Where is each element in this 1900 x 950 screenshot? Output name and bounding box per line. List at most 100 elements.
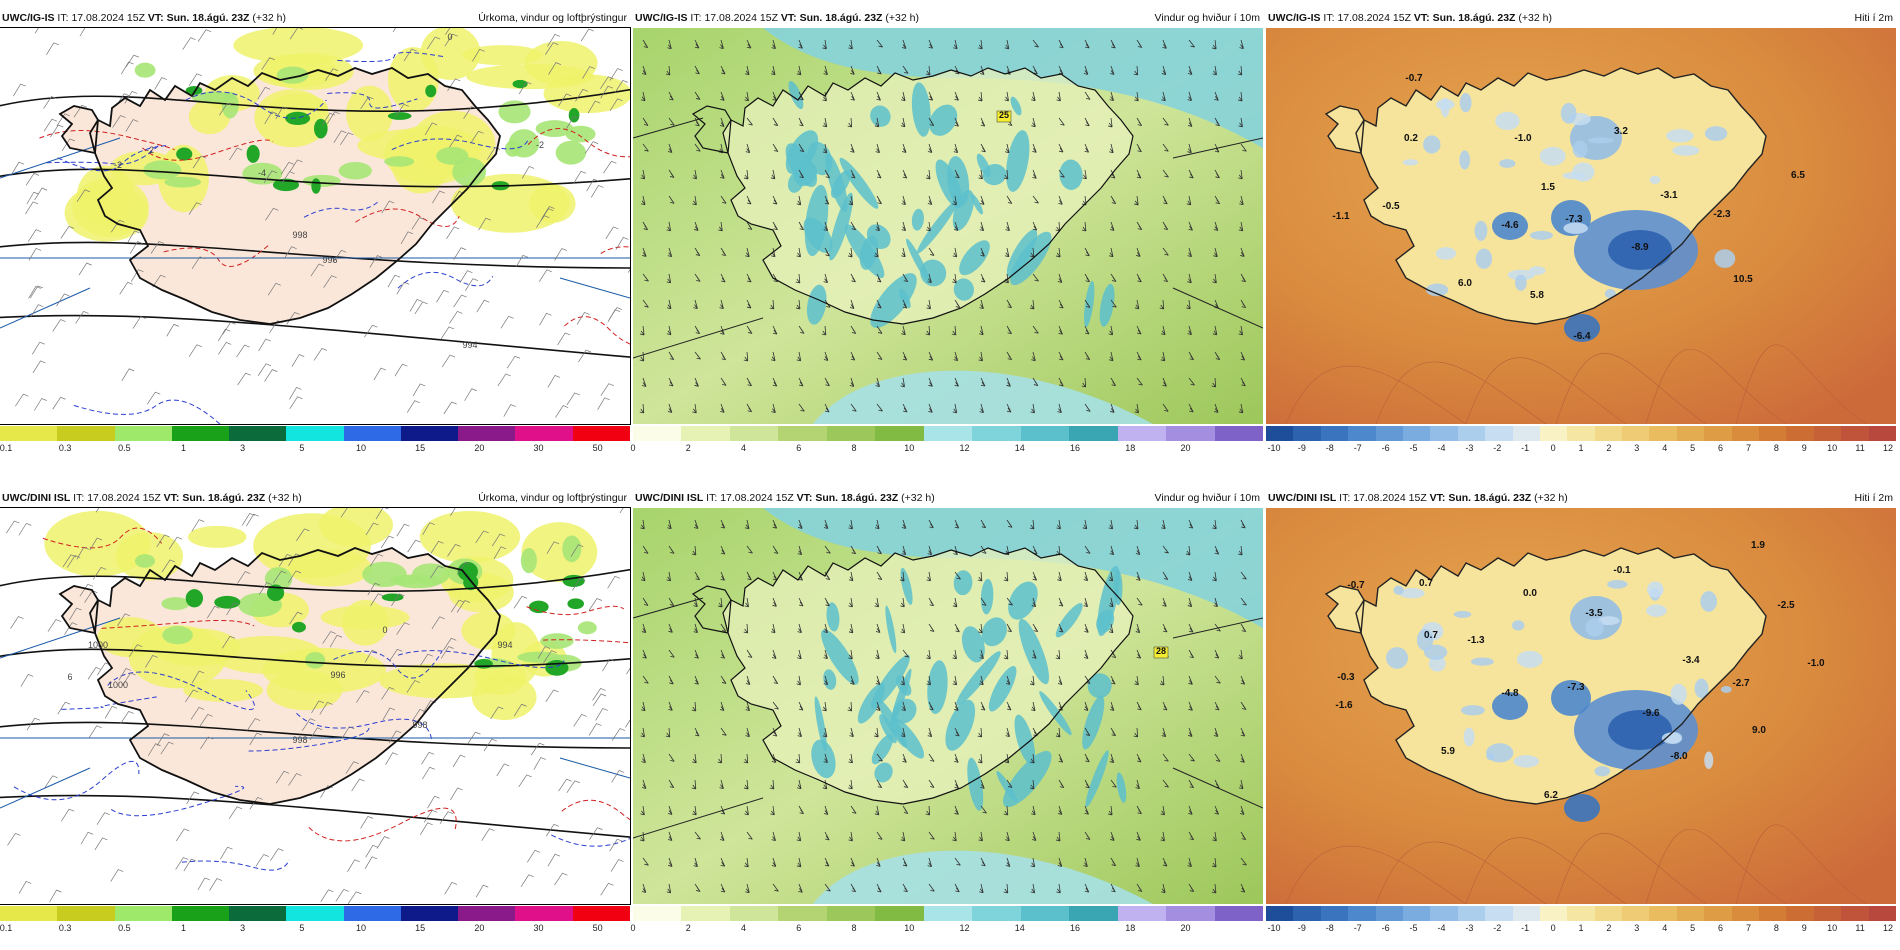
wind-arrow [640,195,646,206]
wind-barb [147,743,161,756]
wind-arrow [928,831,935,840]
panel-ig-precip[interactable]: UWC/IG-IS IT: 17.08.2024 15Z VT: Sun. 18… [0,10,631,460]
colorbar-swatch [972,906,1022,921]
wind-arrow [875,675,881,685]
wind-arrow [902,805,909,814]
wind-arrow [1212,39,1217,50]
wind-arrow [926,649,931,660]
wind-arrow [876,91,881,101]
wind-arrow [1188,727,1193,737]
wind-barb [496,763,510,777]
colorbar-swatch [1375,426,1404,441]
wind-arrow [902,883,908,893]
wind-barb [200,736,214,750]
westfjords-fill [1326,106,1364,153]
wind-arrow [720,247,727,256]
wind-colorbar: 0 2 4 6 8 10 12 14 16 18 20 [630,906,1264,938]
colorbar-tick: -8 [1325,443,1334,453]
cold-area [1570,596,1622,640]
wind-arrow [822,727,828,738]
wind-map[interactable]: 25 [633,28,1263,424]
contour-label: 994 [497,640,512,650]
vt-label: VT: [780,12,797,24]
wind-arrow [1029,779,1035,790]
precip-area [491,622,541,687]
cold-area [1528,266,1546,275]
cold-area [1551,680,1591,716]
panel-ig-temp[interactable]: UWC/IG-IS IT: 17.08.2024 15Z VT: Sun. 18… [1266,10,1897,460]
wind-map[interactable]: 28 [633,508,1263,904]
wind-arrow [668,597,675,606]
wind-barb [543,650,557,663]
wind-arrow [668,91,674,101]
wind-arrow [1187,273,1192,284]
wind-arrow [1238,325,1244,336]
wind-arrow [900,91,906,102]
wind-arrow [746,403,752,413]
wind-arrow [693,597,698,608]
wind-arrow [928,779,935,788]
wind-arrow [1006,519,1013,528]
panel-ig-wind[interactable]: UWC/IG-IS IT: 17.08.2024 15Z VT: Sun. 18… [630,10,1264,460]
wind-arrow [796,195,802,206]
wind-arrow [822,117,828,128]
gust-area [911,82,931,137]
panel-header: UWC/IG-IS IT: 17.08.2024 15Z VT: Sun. 18… [0,10,630,26]
wind-barb [34,28,39,34]
colorbar-swatch [1539,426,1568,441]
panel-dini-temp[interactable]: UWC/DINI ISL IT: 17.08.2024 15Z VT: Sun.… [1266,490,1897,940]
wind-arrow [720,519,726,529]
wind-barb [545,689,559,703]
temperature-map[interactable]: -0.7 0.2 -1.0 3.2 1.5 -3.1 6.5 -0.5 -1.1 -4.6 -7.3… [1266,28,1896,424]
wind-barb [589,827,603,840]
cold-area [1499,158,1516,168]
wind-arrow [744,91,749,102]
wind-arrow [665,727,671,738]
gust-area [1085,750,1109,808]
wind-arrow [847,117,853,128]
wind-barb [206,605,220,619]
cold-area [1399,588,1425,599]
precip-area [420,28,481,80]
wind-arrow [796,65,802,76]
wind-arrow [1213,221,1219,231]
wind-arrow [641,779,647,789]
colorbar-swatch [1759,906,1787,921]
wind-arrow [1031,117,1036,128]
precip-map[interactable]: 998 996 994 -2 -4 -2 0 -2 [0,27,631,425]
wind-barb [60,225,75,239]
wind-barb [602,658,615,672]
wind-arrow [902,273,909,282]
wind-arrow [746,39,752,49]
temperature-label: 0.7 [1424,630,1438,641]
precip-area [535,120,574,138]
wind-barb [333,249,347,263]
wind-barb [323,275,337,288]
wind-barb [236,344,250,358]
vt-label: VT: [1429,492,1446,504]
wind-arrow [1031,831,1037,841]
wind-arrow [900,377,905,388]
wind-arrow [954,91,959,101]
panel-dini-wind[interactable]: UWC/DINI ISL IT: 17.08.2024 15Z VT: Sun.… [630,490,1264,940]
colorbar-tick: 18 [1125,923,1136,933]
wind-barb [117,613,131,627]
precip-area [450,173,570,233]
wind-arrow [899,571,905,582]
temperature-label: 0.0 [1523,588,1537,599]
colorbar-swatch [1020,426,1070,441]
temperature-colorbar: -10 -9 -8 -7 -6 -5 -4 -3 -2 -1 0 1 2 3 4 5 6 7 8 9 10 11 12 [1266,426,1897,458]
wind-arrow [876,195,882,205]
temperature-map[interactable]: 1.9 -0.7 0.7 0.0 -0.1 -2.5 -3.5 0.7 -1.3 -3.4 -1.0… [1266,508,1896,904]
wind-barb [188,344,202,357]
wind-arrow [772,597,777,607]
colorbar-swatch [1293,906,1322,921]
precip-map[interactable]: 1000 1000 998 996 994 998 0 6 [0,507,631,905]
wind-arrow [1084,351,1091,361]
panel-dini-precip[interactable]: UWC/DINI ISL IT: 17.08.2024 15Z VT: Sun.… [0,490,631,940]
wind-arrow [980,273,986,283]
wind-barb [414,301,428,315]
wind-arrow [1135,857,1140,868]
temperature-label: -1.1 [1332,211,1350,222]
wind-arrow [1162,597,1167,607]
